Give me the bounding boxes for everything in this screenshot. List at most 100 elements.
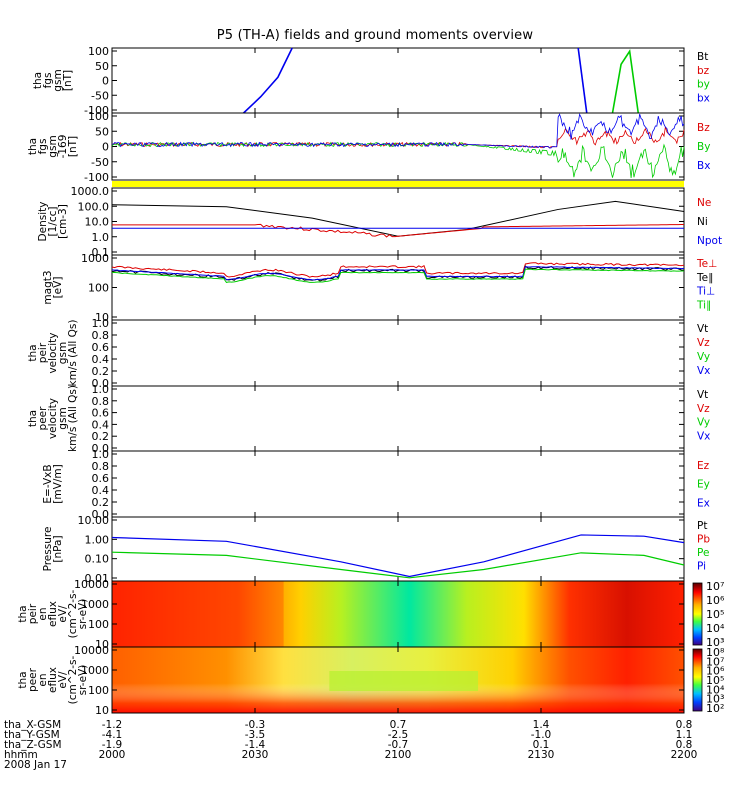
density-legend-Npot: Npot: [697, 235, 722, 247]
fgs-legend-bx: bx: [697, 92, 710, 104]
ion-spec-ylabel: en: [37, 607, 49, 620]
elec-spec-ylabel: en: [37, 673, 49, 686]
pressure-legend-Pe: Pe: [697, 547, 709, 559]
elec-spec-ylabel: sr-eV): [77, 665, 89, 696]
vi-ytick-label: 0.0: [92, 377, 110, 390]
temp-legend-Ti∥: Ti∥: [696, 299, 711, 311]
elec-spec-ytick-label: 10000: [74, 644, 109, 657]
elec-spec-ytick-label: 100: [88, 684, 109, 697]
fgs-series-bx-0: [243, 47, 293, 114]
ve-ylabel: peer: [37, 406, 49, 431]
density-ylabel: Density: [37, 202, 49, 242]
fgs-fgl-ylabel: [nT]: [67, 136, 79, 157]
ion-spec-colorbar-label: 10⁶: [706, 594, 725, 607]
efield-frame: [111, 450, 685, 518]
footer-value: -1.9: [102, 739, 123, 751]
footer-value: 1.1: [676, 729, 693, 741]
pressure-ytick-label: 0.01: [85, 572, 110, 585]
density-frame: [111, 187, 685, 256]
fgs-ytick-label: 0: [102, 75, 109, 88]
vi-ylabel: tha: [27, 344, 39, 361]
vi-frame: [111, 319, 685, 387]
temp-ylabel: magt3: [42, 270, 54, 304]
fgs-ytick-label: -100: [84, 104, 109, 117]
density-ytick-label: 1000.0: [71, 185, 110, 198]
ion-spec-ytick-label: 10000: [74, 578, 109, 591]
ve-legend-Vx: Vx: [697, 430, 710, 442]
elec-spec-ylabel: (cm^2-s-: [67, 655, 79, 704]
pressure-frame: [111, 516, 685, 582]
fgs-ytick-label: 50: [95, 60, 109, 73]
efield-ylabel: E=-VxB: [42, 464, 54, 503]
efield-ytick-label: 1.0: [92, 448, 110, 461]
ion-spec-ylabel: tha: [17, 605, 29, 622]
efield-legend-Ez: Ez: [697, 460, 710, 472]
elec-spec-ylabel: peer: [27, 667, 39, 692]
fgs-fgl-ylabel: fgs: [37, 139, 49, 155]
elec-spec-colorbar-label: 10³: [706, 693, 724, 706]
fgs-fgl-ylabel: gsm: [47, 135, 59, 157]
footer-value: -1.4: [245, 739, 266, 751]
pressure-Pe-curve: [111, 551, 685, 579]
elec-spec-colorbar-label: 10⁶: [706, 665, 725, 678]
elec-spec-colorbar-label: 10⁵: [706, 674, 724, 687]
temp-TiPerp-curve: [111, 266, 685, 281]
fgs-fgl-ytick-label: 50: [95, 125, 109, 138]
ion-spec-ytick-label: 1000: [81, 598, 109, 611]
footer-value: 2000: [99, 749, 126, 761]
elec-spec-colorbar-label: 10⁸: [706, 646, 725, 659]
fgs-legend-Bt: Bt: [697, 51, 708, 63]
elec-spec-ytick-label: 10: [95, 704, 109, 717]
footer-label-hhmm: hhmm: [4, 749, 38, 761]
density-legend-Ne: Ne: [697, 197, 711, 209]
ion-spec-ylabel: eflux: [47, 601, 59, 627]
temp-legend-Te⊥: Te⊥: [696, 258, 717, 270]
vi-ylabel: km/s (All Qs): [67, 320, 79, 387]
elec-spec-colorbar-label: 10⁴: [706, 683, 725, 696]
ve-ylabel: gsm: [57, 407, 69, 429]
fgs-fgl-legend-Bz: Bz: [697, 122, 710, 134]
ve-ytick-label: 1.0: [92, 383, 110, 396]
ion-spec-colorbar-label: 10⁷: [706, 580, 724, 593]
ion-spec-heatmap: [112, 581, 684, 647]
density-Ni-curve: [111, 200, 685, 237]
ion-spec-ylabel: sr-eV): [77, 599, 89, 630]
footer-value: -3.5: [245, 729, 266, 741]
footer-value: 1.4: [533, 719, 550, 731]
ve-frame: [111, 385, 685, 452]
vi-ylabel: velocity: [47, 332, 59, 373]
footer-value: -1.0: [531, 729, 552, 741]
temp-ylabel: [eV]: [52, 277, 64, 299]
fgs-legend-by: by: [697, 79, 710, 91]
vi-ytick-label: 0.4: [92, 353, 110, 366]
pressure-Pi-curve: [111, 534, 685, 578]
ve-ytick-label: 0.2: [92, 430, 110, 443]
fgs-fgl-ylabel: tha: [27, 138, 39, 155]
ve-ytick-label: 0.4: [92, 418, 110, 431]
fgs-legend-bz: bz: [697, 65, 710, 77]
efield-ytick-label: 0.8: [92, 460, 110, 473]
fgs-ylabel: [nT]: [62, 70, 74, 91]
fgs-fgl-legend-By: By: [697, 141, 710, 153]
footer-value: -0.3: [245, 719, 266, 731]
pressure-legend-Pi: Pi: [697, 561, 706, 573]
pressure-ytick-label: 1.00: [85, 533, 110, 546]
pressure-ylabel: Pressure: [42, 527, 54, 572]
temp-ytick-label: 1000: [81, 252, 109, 265]
temp-TePar-curve: [111, 265, 685, 282]
ion-spec-colorbar: [692, 582, 703, 646]
ve-legend-Vz: Vz: [697, 403, 710, 415]
vi-legend-Vy: Vy: [697, 351, 710, 363]
footer-value: -0.7: [388, 739, 409, 751]
ion-spec-red-overlay: [112, 581, 284, 647]
fgs-ytick-label: -50: [91, 89, 109, 102]
ve-ytick-label: 0.0: [92, 442, 110, 455]
footer-value: 0.8: [676, 719, 693, 731]
elec-spec-ytick-label: 1000: [81, 664, 109, 677]
ve-ytick-label: 0.8: [92, 395, 110, 408]
ion-spec-colorbar-label: 10⁴: [706, 622, 725, 635]
ve-ytick-label: 0.6: [92, 407, 110, 420]
vi-legend-Vz: Vz: [697, 337, 710, 349]
ve-legend-Vt: Vt: [697, 389, 708, 401]
